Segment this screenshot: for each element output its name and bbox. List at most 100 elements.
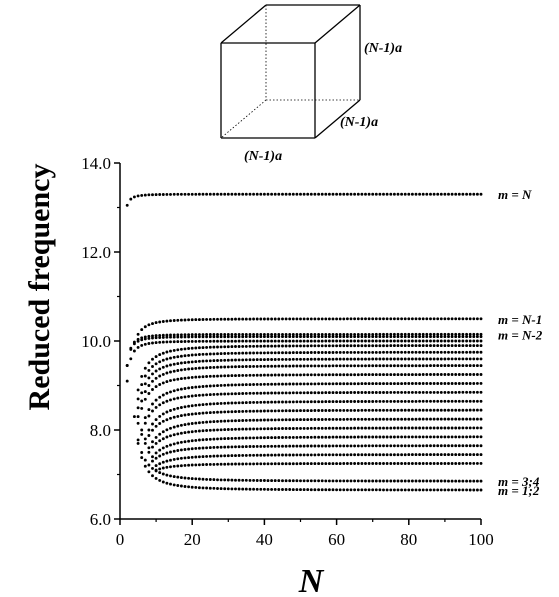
data-point — [338, 444, 342, 448]
data-point — [414, 453, 418, 457]
data-point — [400, 453, 404, 457]
data-point — [179, 361, 183, 365]
data-point — [288, 409, 292, 413]
data-point — [324, 391, 328, 395]
data-point — [291, 409, 295, 413]
data-point — [439, 339, 443, 343]
data-point — [266, 364, 270, 368]
data-point — [465, 357, 469, 361]
data-point — [154, 369, 158, 373]
data-point — [252, 373, 256, 377]
data-point — [143, 342, 147, 346]
data-point — [244, 358, 248, 362]
data-point — [367, 332, 371, 336]
data-point — [439, 350, 443, 354]
data-point — [324, 373, 328, 377]
data-point — [284, 462, 288, 466]
data-point — [345, 444, 349, 448]
data-point — [299, 453, 302, 457]
data-point — [327, 192, 331, 196]
data-point — [331, 357, 335, 361]
data-point — [273, 444, 277, 448]
data-point — [194, 360, 198, 364]
data-point — [338, 364, 342, 368]
data-point — [295, 357, 299, 361]
data-point — [317, 339, 321, 343]
data-point — [389, 408, 393, 412]
data-point — [418, 435, 422, 439]
data-point — [230, 358, 234, 362]
data-point — [389, 390, 393, 394]
data-point — [324, 332, 328, 336]
data-point — [454, 382, 458, 385]
data-point — [270, 351, 274, 355]
data-point — [349, 462, 353, 465]
data-point — [378, 332, 382, 336]
data-point — [266, 373, 270, 377]
data-point — [281, 462, 284, 466]
data-point — [392, 435, 396, 439]
data-point — [165, 335, 169, 339]
data-point — [295, 409, 299, 413]
data-point — [295, 435, 299, 439]
data-point — [443, 399, 447, 403]
data-point — [237, 462, 241, 466]
data-point — [158, 432, 162, 436]
data-point — [309, 426, 313, 430]
data-point — [371, 364, 375, 368]
data-point — [201, 352, 205, 356]
data-point — [169, 356, 172, 360]
data-point — [190, 412, 194, 416]
data-point — [465, 479, 469, 483]
data-point — [176, 362, 180, 366]
data-point — [172, 433, 176, 437]
data-point — [443, 488, 447, 492]
data-point — [252, 351, 256, 355]
data-point — [371, 453, 375, 457]
data-point — [385, 444, 389, 448]
data-point — [400, 390, 404, 394]
data-point — [313, 192, 317, 196]
data-point — [374, 488, 378, 492]
data-point — [248, 478, 252, 482]
data-point — [183, 347, 187, 351]
data-point — [309, 479, 313, 483]
data-point — [187, 386, 191, 390]
data-point — [400, 382, 404, 386]
data-point — [447, 364, 450, 368]
data-point — [468, 461, 472, 465]
data-point — [259, 400, 263, 404]
data-point — [461, 453, 465, 457]
data-point — [331, 400, 335, 404]
data-point — [461, 399, 465, 403]
data-point — [208, 317, 212, 321]
data-point — [208, 335, 212, 339]
data-point — [324, 453, 328, 457]
data-point — [364, 357, 367, 361]
data-point — [324, 335, 328, 339]
data-point — [176, 340, 180, 344]
data-point — [172, 449, 176, 453]
data-point — [331, 479, 335, 483]
data-point — [284, 427, 288, 430]
data-point — [176, 441, 180, 445]
data-point — [338, 408, 342, 412]
data-point — [425, 488, 429, 492]
data-point — [378, 479, 382, 483]
data-point — [450, 408, 454, 412]
data-point — [262, 339, 266, 343]
data-point — [421, 453, 425, 457]
data-point — [270, 400, 274, 404]
data-point — [465, 344, 469, 348]
data-point — [299, 364, 302, 368]
data-point — [382, 364, 385, 368]
data-point — [284, 335, 288, 339]
data-point — [154, 336, 158, 340]
data-point — [172, 407, 176, 411]
data-point — [472, 453, 476, 457]
data-point — [197, 393, 201, 397]
data-point — [389, 332, 393, 336]
data-point — [425, 390, 429, 394]
data-point — [429, 382, 432, 385]
data-point — [447, 399, 450, 403]
